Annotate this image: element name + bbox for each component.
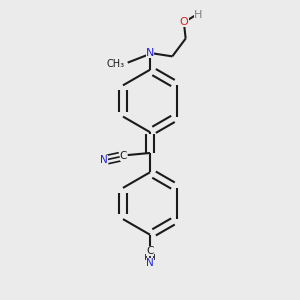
Text: CH₃: CH₃ (106, 59, 124, 69)
Text: N: N (100, 155, 108, 165)
Text: O: O (180, 17, 189, 27)
Text: C: C (120, 151, 127, 161)
Text: N: N (146, 48, 154, 59)
Text: N: N (146, 258, 154, 268)
Text: C: C (146, 246, 154, 256)
Text: H: H (194, 10, 202, 20)
